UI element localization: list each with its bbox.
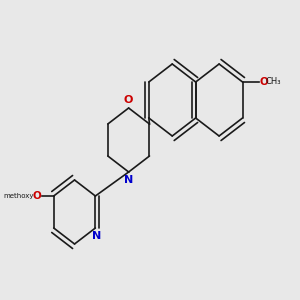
Text: N: N bbox=[124, 175, 133, 185]
Text: O: O bbox=[260, 77, 269, 87]
Text: O: O bbox=[124, 95, 133, 105]
Text: methoxy: methoxy bbox=[4, 193, 34, 199]
Text: CH₃: CH₃ bbox=[266, 77, 281, 86]
Text: O: O bbox=[32, 191, 41, 201]
Text: N: N bbox=[92, 231, 101, 241]
